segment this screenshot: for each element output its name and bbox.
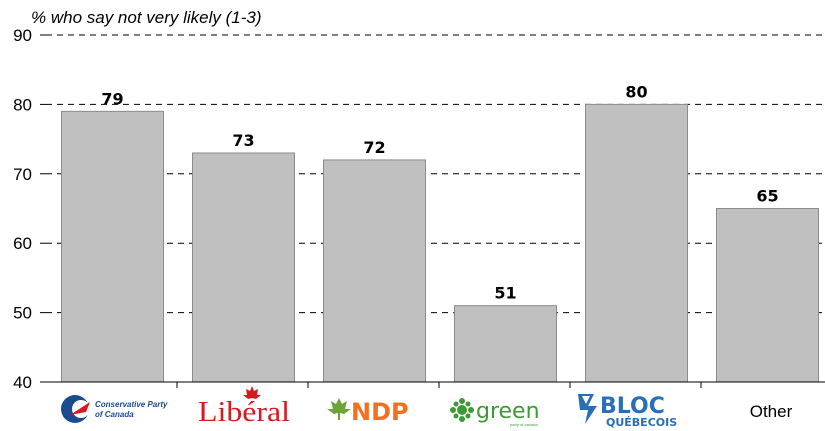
ndp-wordmark: NDP bbox=[351, 398, 409, 426]
maple-leaf-icon bbox=[243, 386, 261, 399]
bar bbox=[716, 208, 819, 383]
data-label: 79 bbox=[101, 89, 123, 108]
bloc-flag-icon bbox=[578, 394, 597, 424]
liberal-wordmark: Libéral bbox=[198, 397, 290, 428]
chart-subtitle: % who say not very likely (1-3) bbox=[31, 8, 262, 27]
data-label: 80 bbox=[625, 82, 647, 101]
y-axis-ticks: 40 50 60 70 80 90 bbox=[13, 26, 46, 392]
bar bbox=[192, 152, 295, 383]
y-tick-label: 80 bbox=[13, 95, 32, 114]
bloc-wordmark: BLOC bbox=[600, 394, 665, 419]
data-label: 51 bbox=[494, 284, 516, 303]
y-tick-label: 60 bbox=[13, 234, 32, 253]
y-tick-label: 90 bbox=[13, 26, 32, 45]
data-label: 72 bbox=[363, 138, 385, 157]
bar bbox=[454, 305, 557, 383]
bar bbox=[323, 159, 426, 383]
data-labels: 79 73 72 51 80 65 bbox=[101, 82, 778, 302]
category-logo-conservative: Conservative Party of Canada bbox=[61, 395, 168, 423]
bar bbox=[585, 103, 688, 383]
conservative-name-line1: Conservative Party bbox=[95, 400, 168, 409]
category-logo-green: green party of canada bbox=[450, 398, 540, 427]
ndp-maple-leaf-icon bbox=[327, 398, 351, 420]
category-logo-bloc: BLOC QUÉBECOIS bbox=[578, 394, 677, 429]
data-label: 65 bbox=[756, 187, 778, 206]
bar bbox=[61, 110, 164, 383]
y-tick-label: 40 bbox=[13, 373, 32, 392]
y-tick-label: 50 bbox=[13, 304, 32, 323]
green-wordmark: green bbox=[476, 399, 540, 424]
y-tick-label: 70 bbox=[13, 165, 32, 184]
category-label-other: Other bbox=[750, 402, 793, 421]
category-logo-liberal: Libéral bbox=[198, 386, 290, 428]
conservative-c-icon bbox=[61, 395, 90, 423]
other-label: Other bbox=[750, 402, 793, 421]
green-subtext: party of canada bbox=[510, 422, 538, 427]
bars bbox=[61, 103, 819, 383]
bloc-subtext: QUÉBECOIS bbox=[606, 416, 677, 429]
x-axis-ticks bbox=[176, 382, 702, 388]
data-label: 73 bbox=[232, 131, 254, 150]
category-logo-ndp: NDP bbox=[327, 398, 409, 426]
green-flower-icon bbox=[450, 398, 474, 422]
conservative-name-line2: of Canada bbox=[95, 410, 134, 419]
